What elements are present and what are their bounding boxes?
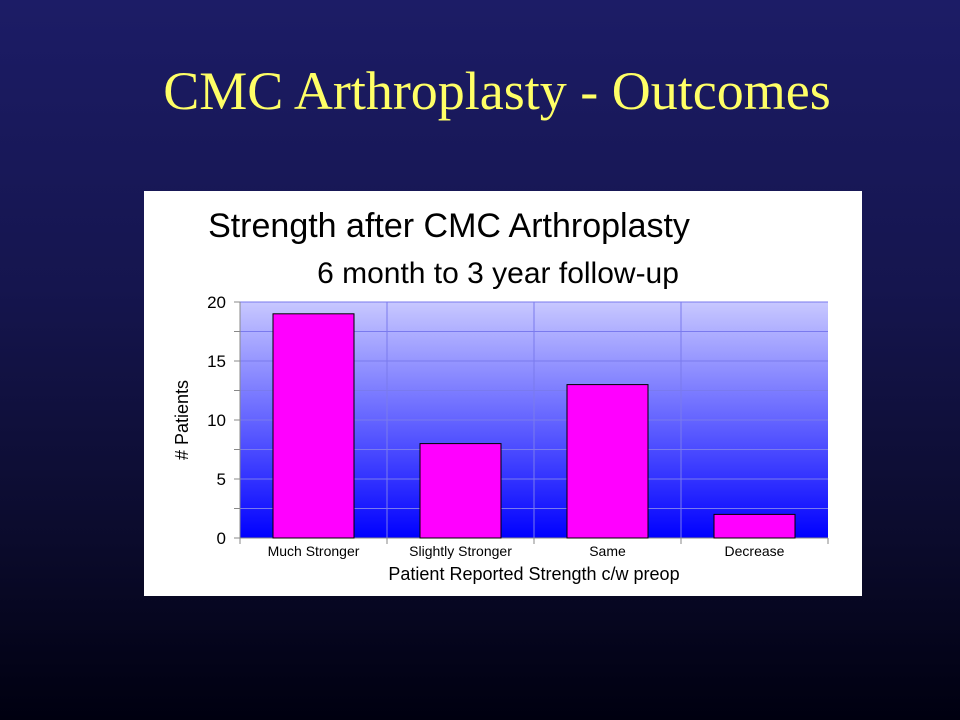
y-tick-label: 20 bbox=[207, 293, 226, 312]
x-tick-label: Same bbox=[589, 543, 626, 559]
bar-decrease bbox=[713, 513, 796, 539]
y-tick-label: 15 bbox=[207, 352, 226, 371]
bar-slightly-stronger bbox=[419, 443, 502, 539]
bars bbox=[272, 313, 796, 539]
y-tick-label: 5 bbox=[217, 470, 226, 489]
x-axis-title: Patient Reported Strength c/w preop bbox=[388, 564, 679, 584]
axis-labels: 0 5 10 15 20 Much Stronger Slightly Stronger Sa… bbox=[207, 293, 785, 559]
x-tick-label: Slightly Stronger bbox=[409, 543, 512, 559]
bar-much-stronger bbox=[272, 313, 355, 539]
x-tick-label: Much Stronger bbox=[268, 543, 360, 559]
y-axis-title: # Patients bbox=[172, 380, 192, 460]
x-tick-label: Decrease bbox=[725, 543, 785, 559]
chart-subtitle: 6 month to 3 year follow-up bbox=[317, 257, 679, 290]
slide-title: CMC Arthroplasty - Outcomes bbox=[163, 61, 831, 121]
y-tick-label: 0 bbox=[217, 529, 226, 548]
bar-same bbox=[566, 384, 649, 539]
y-tick-label: 10 bbox=[207, 411, 226, 430]
chart-panel: Strength after CMC Arthroplasty 6 month … bbox=[144, 191, 862, 596]
chart-title: Strength after CMC Arthroplasty bbox=[208, 207, 690, 245]
bar-chart: Strength after CMC Arthroplasty 6 month … bbox=[172, 207, 829, 584]
